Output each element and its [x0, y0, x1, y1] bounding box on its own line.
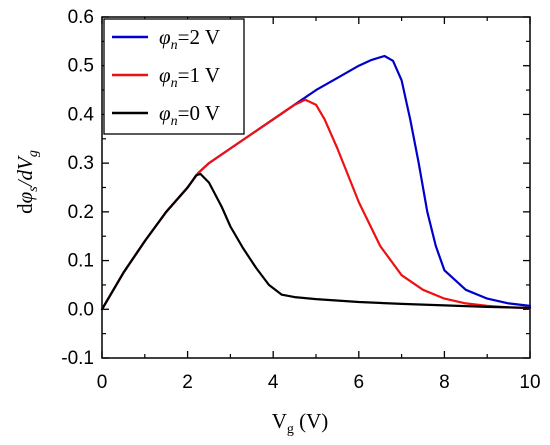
- x-axis-title: Vg (V): [272, 409, 329, 437]
- y-tick-label: 0.5: [68, 56, 94, 77]
- legend-label: φn=1 V: [159, 63, 220, 91]
- x-tick-label: 10: [519, 372, 540, 393]
- y-tick-label: 0.3: [68, 153, 94, 174]
- y-tick-label: 0.4: [68, 104, 95, 125]
- series-lines: [100, 54, 532, 311]
- y-tick-label: 0.2: [68, 202, 94, 223]
- legend: φn=2 V φn=1 V φn=0 V: [103, 18, 245, 135]
- y-axis-title: dφs/dVg: [13, 150, 41, 214]
- x-tick-label: 4: [268, 372, 279, 393]
- x-tick-label: 8: [439, 372, 450, 393]
- legend-label: φn=2 V: [159, 25, 220, 53]
- series-line: [100, 172, 532, 311]
- axes: 0 2 4 6 8 10 -0.1 0.0 0.1 0.2 0.3 0.4 0.5 0.6: [61, 7, 540, 393]
- y-tick-label: 0.1: [68, 251, 94, 272]
- legend-label: φn=0 V: [159, 101, 220, 129]
- y-tick-label: 0.6: [68, 7, 94, 28]
- y-tick-label: 0.0: [68, 299, 94, 320]
- x-tick-label: 6: [354, 372, 365, 393]
- y-tick-label: -0.1: [61, 348, 94, 369]
- x-tick-label: 0: [97, 372, 108, 393]
- x-tick-label: 2: [182, 372, 193, 393]
